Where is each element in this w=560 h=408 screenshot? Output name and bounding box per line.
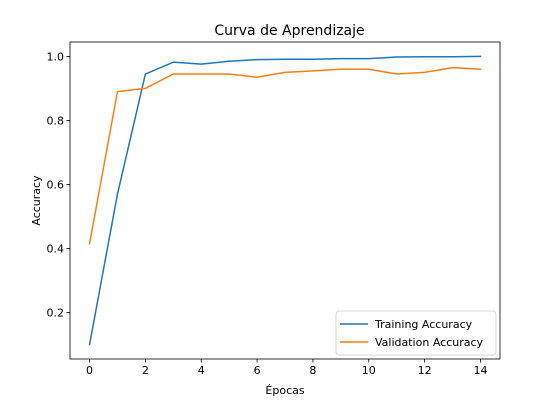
series-line-1 <box>88 66 482 245</box>
x-axis-title: Épocas <box>265 384 304 397</box>
plot-area: 0 2 4 6 8 10 12 14 0.2 0.4 0.6 0.8 1.0 <box>47 41 501 377</box>
y-tick-label: 0.6 <box>47 178 65 191</box>
legend-label-1: Validation Accuracy <box>375 336 484 349</box>
x-tick-label: 10 <box>362 364 376 377</box>
x-tick-label: 4 <box>198 364 205 377</box>
x-tick-label: 8 <box>309 364 316 377</box>
x-tick-label: 6 <box>254 364 261 377</box>
y-tick-label: 0.2 <box>47 307 65 320</box>
legend: Training Accuracy Validation Accuracy <box>335 310 497 356</box>
x-tick-label: 14 <box>473 364 487 377</box>
chart-title: Curva de Aprendizaje <box>214 23 364 39</box>
legend-label-0: Training Accuracy <box>374 318 473 331</box>
plot-frame <box>69 41 501 360</box>
y-axis-title: Accuracy <box>30 175 43 226</box>
legend-items: Training Accuracy Validation Accuracy <box>340 318 484 349</box>
x-tick-label: 12 <box>418 364 432 377</box>
y-axis-ticks: 0.2 0.4 0.6 0.8 1.0 <box>47 50 70 320</box>
legend-box <box>335 310 497 356</box>
x-tick-label: 0 <box>86 364 93 377</box>
x-axis-ticks: 0 2 4 6 8 10 12 14 <box>86 359 487 377</box>
x-tick-label: 2 <box>142 364 149 377</box>
y-tick-label: 0.8 <box>47 114 65 127</box>
y-tick-label: 1.0 <box>47 50 65 63</box>
y-tick-label: 0.4 <box>47 243 65 256</box>
series-lines <box>88 55 482 346</box>
series-line-0 <box>88 55 482 346</box>
